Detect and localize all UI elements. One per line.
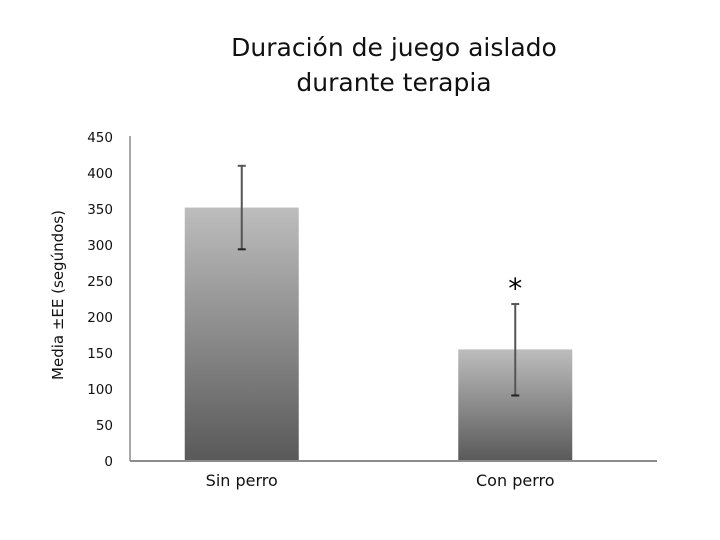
chart-title-line-1: Duración de juego aislado (231, 33, 557, 62)
y-tick-label: 350 (87, 202, 113, 218)
annotations: * (508, 272, 522, 305)
y-tick-label: 200 (87, 310, 113, 326)
y-tick-label: 100 (87, 382, 113, 398)
x-axis-categories: Sin perro Con perro (206, 471, 555, 490)
x-category-label: Sin perro (206, 471, 278, 490)
chart-title-line-2: durante terapia (296, 68, 492, 97)
y-tick-label: 0 (104, 454, 113, 470)
y-tick-label: 450 (87, 130, 113, 146)
axes (129, 136, 657, 462)
y-axis-ticks: 0 50 100 150 200 250 300 350 400 450 (87, 130, 113, 470)
y-tick-label: 300 (87, 238, 113, 254)
error-bars (237, 164, 520, 397)
chart-title: Duración de juego aislado durante terapi… (0, 30, 720, 100)
y-tick-label: 50 (96, 418, 113, 434)
y-tick-label: 400 (87, 166, 113, 182)
significance-asterisk: * (508, 272, 522, 305)
y-tick-label: 150 (87, 346, 113, 362)
y-tick-label: 250 (87, 274, 113, 290)
bars (184, 207, 573, 461)
x-category-label: Con perro (476, 471, 555, 490)
